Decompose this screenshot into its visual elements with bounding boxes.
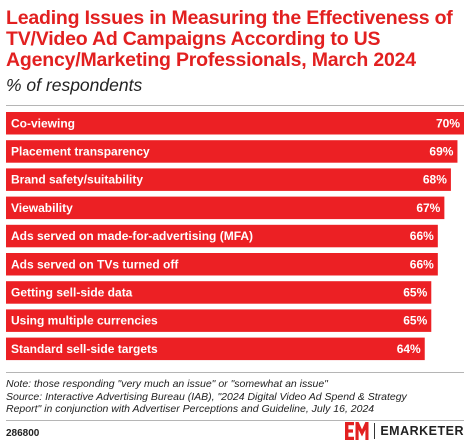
bar-category-label: Getting sell-side data (11, 285, 133, 299)
bar-group: Getting sell-side data 65% (6, 281, 432, 304)
bar-group: Viewability 67% (6, 196, 445, 220)
source-line-2: Report" in conjunction with Advertiser P… (6, 403, 375, 415)
bar-group: Standard sell-side targets 64% (6, 337, 425, 361)
top-divider (6, 105, 464, 106)
source-line-1: Source: Interactive Advertising Bureau (… (6, 390, 407, 403)
bar (6, 168, 451, 191)
bar-value-label: 65% (403, 314, 427, 328)
bar-category-label: Viewability (11, 201, 73, 215)
chart-notes: Note: those responding "very much an iss… (6, 378, 466, 416)
bar-value-label: 65% (403, 285, 427, 299)
bar (6, 196, 445, 220)
footer-divider (6, 420, 464, 421)
chart-id: 286800 (6, 428, 40, 439)
bar-value-label: 70% (436, 116, 460, 130)
bar-group: Using multiple currencies 65% (6, 309, 432, 332)
bar-chart-svg: Co-viewing 70% Placement transparency 69% Br… (6, 112, 464, 361)
bar (6, 140, 458, 163)
bar-category-label: Ads served on made-for-advertising (MFA) (11, 229, 253, 243)
bar-value-label: 67% (416, 201, 440, 215)
bar-group: Brand safety/suitability 68% (6, 168, 451, 191)
bar-value-label: 69% (429, 144, 453, 158)
em-logo-icon (345, 422, 369, 440)
bar-category-label: Ads served on TVs turned off (11, 257, 179, 271)
bar (6, 112, 464, 135)
bar (6, 309, 432, 332)
bar-chart: Co-viewing 70% Placement transparency 69% Br… (0, 109, 470, 369)
bottom-divider (6, 372, 464, 373)
bar-group: Ads served on made-for-advertising (MFA)… (6, 224, 438, 248)
bar (6, 224, 438, 248)
bar (6, 337, 425, 361)
bar (6, 253, 438, 276)
emarketer-logo: EMARKETER (345, 422, 464, 440)
bar-value-label: 64% (397, 342, 421, 356)
bar-category-label: Co-viewing (11, 116, 75, 130)
logo-separator (374, 423, 376, 439)
bar-group: Ads served on TVs turned off 66% (6, 253, 438, 276)
bar-group: Co-viewing 70% (6, 112, 464, 135)
bar-category-label: Placement transparency (11, 144, 150, 158)
bar-group: Placement transparency 69% (6, 140, 458, 163)
logo-text: EMARKETER (380, 424, 464, 438)
bar-category-label: Brand safety/suitability (11, 173, 143, 187)
bar-category-label: Standard sell-side targets (11, 342, 158, 356)
bar (6, 281, 432, 304)
chart-subtitle: % of respondents (6, 75, 143, 95)
chart-title: Leading Issues in Measuring the Effectiv… (6, 7, 453, 71)
bar-value-label: 66% (410, 257, 434, 271)
bar-value-label: 66% (410, 229, 434, 243)
bar-category-label: Using multiple currencies (11, 314, 158, 328)
bar-value-label: 68% (423, 173, 447, 187)
note-line: Note: those responding "very much an iss… (6, 378, 328, 390)
